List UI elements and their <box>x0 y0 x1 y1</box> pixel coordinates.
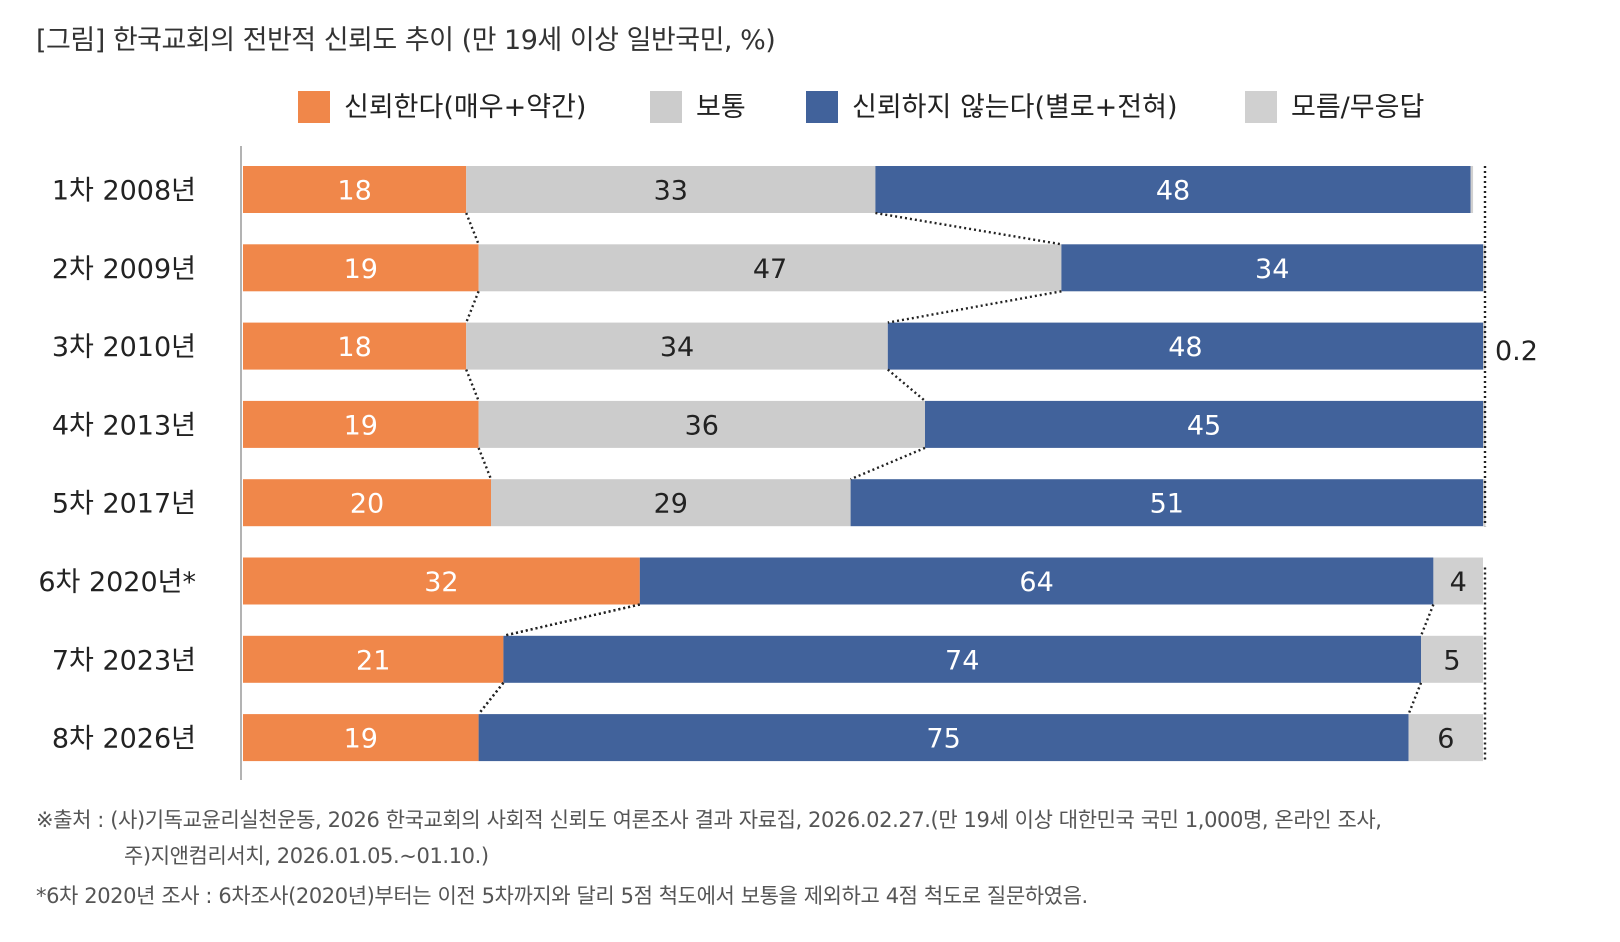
bar-distrust <box>1061 244 1483 292</box>
bar-dontknow <box>1408 714 1483 762</box>
data-label-dontknow: 6 <box>1437 724 1454 755</box>
bar-neutral <box>478 400 925 448</box>
legend-label-trust: 신뢰한다(매우+약간) <box>344 92 586 123</box>
bar-trust <box>243 714 479 762</box>
bar-trust <box>243 479 491 527</box>
bar-trust <box>243 635 504 683</box>
data-label-dontknow: 5 <box>1443 645 1460 676</box>
bar-dontknow <box>1421 635 1483 683</box>
category-label: 3차 2010년 <box>52 332 196 363</box>
connector-distrust <box>503 603 641 637</box>
data-label-distrust: 48 <box>1168 332 1202 363</box>
data-label-trust: 20 <box>350 489 384 520</box>
bar-distrust <box>925 400 1483 448</box>
data-label-distrust: 34 <box>1255 254 1289 285</box>
category-label: 6차 2020년* <box>38 567 196 598</box>
data-label-neutral: 34 <box>660 332 694 363</box>
data-label-trust: 18 <box>337 332 371 363</box>
bar-distrust <box>887 322 1483 370</box>
category-label: 4차 2013년 <box>52 410 196 441</box>
bar-neutral <box>466 166 876 213</box>
legend-swatch-distrust <box>806 91 838 123</box>
data-label-trust: 18 <box>337 176 371 207</box>
data-label-distrust: 48 <box>1156 176 1190 207</box>
connector-distrust <box>850 446 926 481</box>
legend-swatch-dontknow <box>1245 91 1277 123</box>
bar-trust <box>243 166 467 213</box>
data-label-neutral: 29 <box>654 489 688 520</box>
bar-trust <box>243 557 640 605</box>
data-label-trust: 19 <box>344 410 378 441</box>
connector-trust <box>465 212 480 245</box>
data-label-dontknow: 4 <box>1450 567 1467 598</box>
bar-dontknow <box>1433 557 1483 605</box>
method-note: *6차 2020년 조사 : 6차조사(2020년)부터는 이전 5차까지와 달… <box>36 884 1088 908</box>
bar-neutral <box>466 322 888 370</box>
connector-distrust <box>887 368 926 402</box>
bar-distrust <box>850 479 1483 527</box>
connector-trust <box>465 369 480 402</box>
source-note-line2: 주)지앤컴리서치, 2026.01.05.~01.10.) <box>124 844 489 868</box>
legend-swatch-trust <box>298 91 330 123</box>
data-label-neutral: 33 <box>654 176 688 207</box>
connector-trust <box>477 447 493 480</box>
legend-label-neutral: 보통 <box>696 92 746 123</box>
data-label-trust: 19 <box>344 724 378 755</box>
chart-title: [그림] 한국교회의 전반적 신뢰도 추이 (만 19세 이상 일반국민, %) <box>36 25 776 56</box>
bar-distrust <box>478 714 1409 762</box>
bar-dontknow <box>1483 400 1486 448</box>
bar-trust <box>243 322 467 370</box>
connector-dontknow <box>1419 604 1435 637</box>
data-label-distrust: 74 <box>945 645 979 676</box>
data-label-distrust: 64 <box>1019 567 1053 598</box>
connector-trust <box>465 290 480 324</box>
category-label: 1차 2008년 <box>52 176 196 207</box>
data-label-trust: 21 <box>356 645 390 676</box>
connector-distrust <box>477 682 505 715</box>
legend-label-dontknow: 모름/무응답 <box>1291 92 1424 123</box>
data-label-distrust: 75 <box>926 724 960 755</box>
source-note-line1: ※출처 : (사)기독교윤리실천운동, 2026 한국교회의 사회적 신뢰도 여… <box>36 808 1382 832</box>
bar-distrust <box>639 557 1434 605</box>
bar-neutral <box>478 244 1062 292</box>
bar-trust <box>243 244 479 292</box>
connector-distrust <box>887 290 1062 324</box>
connector-distrust <box>875 211 1062 246</box>
bar-dontknow <box>1470 166 1474 213</box>
bar-distrust <box>875 166 1471 213</box>
data-label-trust: 19 <box>344 254 378 285</box>
bar-distrust <box>503 635 1421 683</box>
data-label-neutral: 36 <box>685 410 719 441</box>
data-label-trust: 32 <box>424 567 458 598</box>
data-label-neutral: 47 <box>753 254 787 285</box>
bar-trust <box>243 400 479 448</box>
legend-swatch-neutral <box>650 91 682 123</box>
data-label-distrust: 45 <box>1187 410 1221 441</box>
data-label-distrust: 51 <box>1150 489 1184 520</box>
category-label: 2차 2009년 <box>52 254 196 285</box>
category-label: 8차 2026년 <box>52 724 196 755</box>
category-label: 5차 2017년 <box>52 489 196 520</box>
bracket-label: 0.2 <box>1495 336 1538 367</box>
category-label: 7차 2023년 <box>52 645 196 676</box>
legend-label-distrust: 신뢰하지 않는다(별로+전혀) <box>852 92 1178 123</box>
bar-neutral <box>491 479 851 527</box>
connector-dontknow <box>1407 682 1423 715</box>
